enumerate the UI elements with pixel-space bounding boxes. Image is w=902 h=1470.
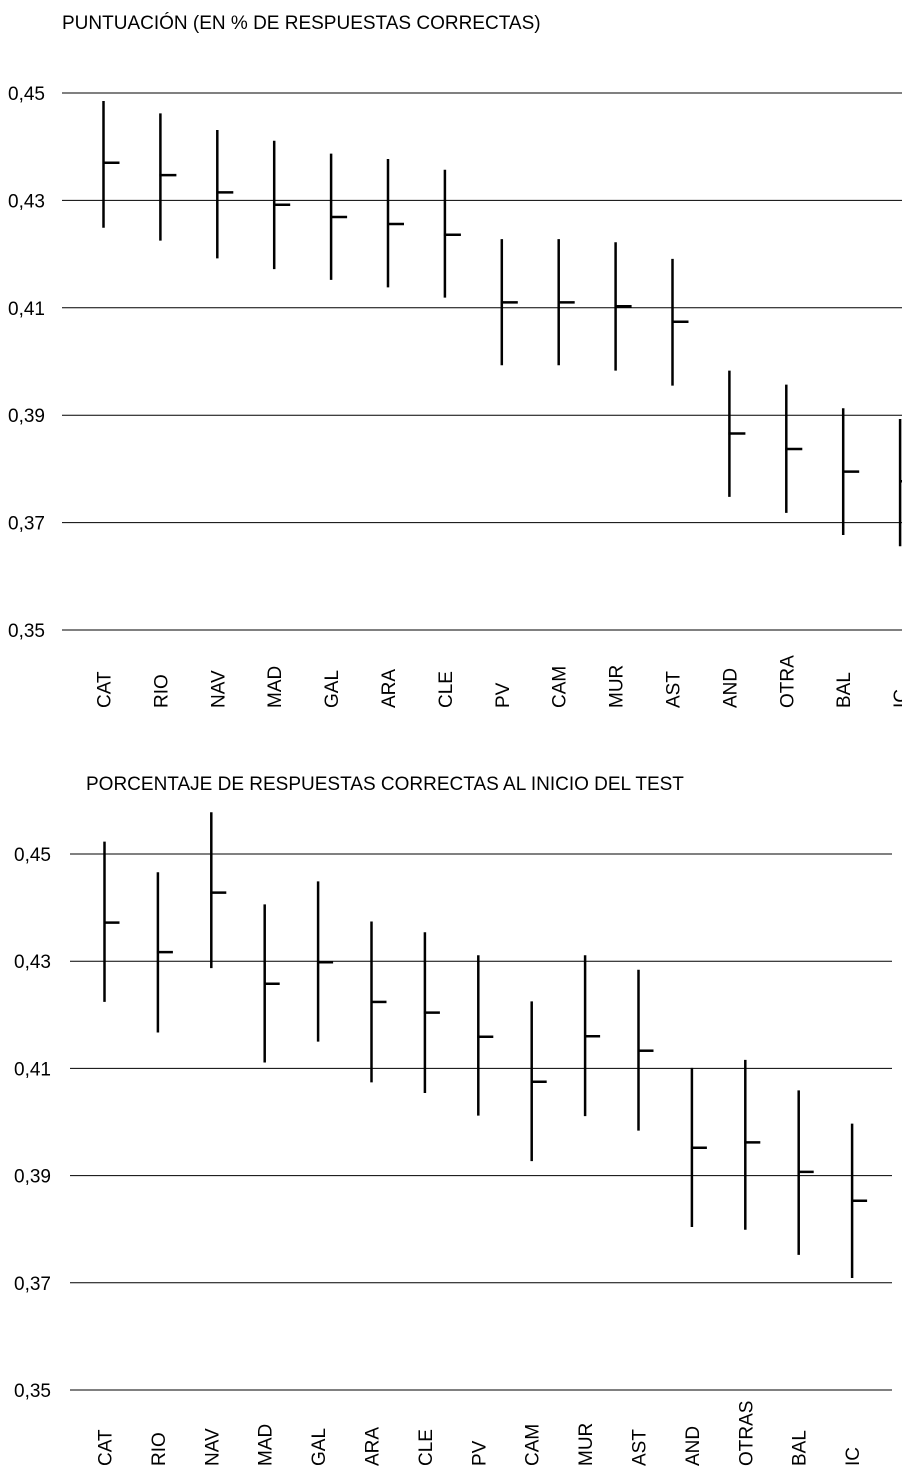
chart1-category-label: ARA xyxy=(379,669,400,708)
chart2-y-tick-label: 0,43 xyxy=(14,952,51,973)
chart1-category-label: GAL xyxy=(322,670,343,708)
chart2-category-label: MAD xyxy=(256,1424,277,1466)
chart1-category-label: CLE xyxy=(436,671,457,708)
chart1-category-label: AST xyxy=(664,671,685,708)
chart1-y-tick-label: 0,35 xyxy=(8,621,45,642)
chart2-y-tick-label: 0,35 xyxy=(14,1381,51,1402)
chart2-category-label: PV xyxy=(469,1440,490,1466)
chart2-category-label: OTRAS xyxy=(736,1401,757,1466)
chart2-category-label: ARA xyxy=(363,1427,384,1466)
chart1-category-label: NAV xyxy=(208,670,229,708)
chart2-category-label: AND xyxy=(683,1426,704,1466)
chart2-title: PORCENTAJE DE RESPUESTAS CORRECTAS AL IN… xyxy=(86,774,684,795)
chart1-category-label: RIO xyxy=(151,674,172,708)
chart2-category-label: GAL xyxy=(309,1428,330,1466)
chart1-category-label: MUR xyxy=(607,665,628,708)
chart1-category-label: AND xyxy=(720,668,741,708)
chart1-category-label: CAM xyxy=(550,666,571,708)
chart1-category-label: PV xyxy=(493,682,514,708)
chart2-y-tick-label: 0,41 xyxy=(14,1059,51,1080)
chart2-category-label: IC xyxy=(843,1447,864,1466)
chart2-category-label: BAL xyxy=(790,1430,811,1466)
chart2-y-tick-label: 0,45 xyxy=(14,845,51,866)
chart1-y-tick-label: 0,41 xyxy=(8,299,45,320)
chart1-category-label: OTRA xyxy=(777,655,798,708)
chart1-y-tick-label: 0,37 xyxy=(8,514,45,535)
chart1-title: PUNTUACIÓN (EN % DE RESPUESTAS CORRECTAS… xyxy=(62,12,541,34)
chart1-y-tick-label: 0,43 xyxy=(8,191,45,212)
chart2-category-label: CAM xyxy=(523,1424,544,1466)
chart1-category-label: MAD xyxy=(265,666,286,708)
chart2-category-label: AST xyxy=(630,1429,651,1466)
chart1-category-label: BAL xyxy=(834,672,855,708)
chart1-y-tick-label: 0,45 xyxy=(8,84,45,105)
chart1-category-label: CAT xyxy=(95,671,116,708)
chart2-category-label: MUR xyxy=(576,1423,597,1466)
chart2-category-label: CLE xyxy=(416,1429,437,1466)
chart2-category-label: RIO xyxy=(149,1432,170,1466)
chart2-y-tick-label: 0,37 xyxy=(14,1274,51,1295)
chart2-category-label: CAT xyxy=(96,1429,117,1466)
chart2-category-label: NAV xyxy=(202,1428,223,1466)
chart2-y-tick-label: 0,39 xyxy=(14,1167,51,1188)
chart1-category-label: IC xyxy=(891,689,902,708)
chart1-y-tick-label: 0,39 xyxy=(8,406,45,427)
